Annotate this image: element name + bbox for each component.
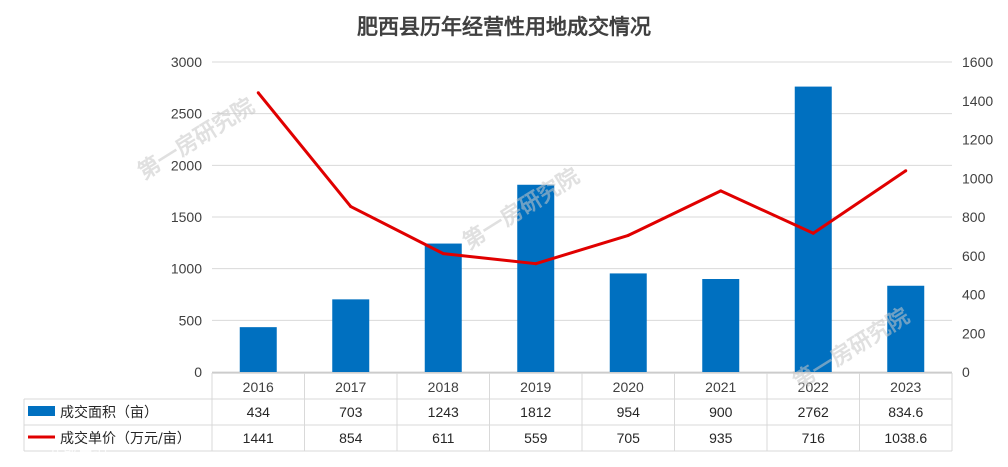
y-left-tick-label: 3000 xyxy=(171,54,202,70)
area-value-cell: 2762 xyxy=(798,404,829,420)
y-left-tick-label: 2500 xyxy=(171,106,202,122)
x-tick-label: 2018 xyxy=(428,379,459,395)
x-tick-label: 2016 xyxy=(243,379,274,395)
area-value-cell: 954 xyxy=(617,404,641,420)
price-point-2021 xyxy=(719,189,723,193)
y-right-tick-label: 0 xyxy=(962,364,970,380)
gridlines xyxy=(212,61,952,373)
chart-title: 肥西县历年经营性用地成交情况 xyxy=(357,15,651,39)
price-value-cell: 935 xyxy=(709,430,733,446)
area-value-cell: 703 xyxy=(339,404,363,420)
data-table: 2016 2017 2018 2019 2020 2021 2022 2023 成交面积（亩） 成… xyxy=(23,372,953,452)
bar-2021 xyxy=(702,279,740,372)
price-value-cell: 1441 xyxy=(243,430,274,446)
price-value-cell: 559 xyxy=(524,430,548,446)
bar-series xyxy=(239,86,925,373)
price-value-cell: 611 xyxy=(432,430,455,446)
x-tick-label: 2021 xyxy=(705,379,736,395)
y-right-tick-label: 1600 xyxy=(962,54,993,70)
y-right-tick-label: 1200 xyxy=(962,132,993,148)
legend-bar-swatch xyxy=(28,406,55,416)
y-right-tick-label: 200 xyxy=(962,325,986,341)
bar-2017 xyxy=(332,299,370,372)
legend-price-label: 成交单价（万元/亩） xyxy=(60,430,191,447)
x-tick-label: 2019 xyxy=(520,379,551,395)
bar-2023 xyxy=(887,285,925,372)
y-right-tick-label: 1400 xyxy=(962,93,993,109)
price-value-cell: 705 xyxy=(617,430,641,446)
area-value-cell: 900 xyxy=(709,404,733,420)
area-value-cell: 1243 xyxy=(428,404,459,420)
y-left-tick-label: 1500 xyxy=(171,209,202,225)
y-right-tick-label: 1000 xyxy=(962,170,993,186)
bar-2018 xyxy=(424,243,462,372)
x-tick-label: 2017 xyxy=(335,379,366,395)
y-left-tick-label: 2000 xyxy=(171,157,202,173)
y-right-tick-label: 400 xyxy=(962,287,986,303)
legend-area-label: 成交面积（亩） xyxy=(60,404,158,421)
area-value-cell: 1812 xyxy=(520,404,551,420)
bar-2016 xyxy=(239,327,277,372)
price-point-2019 xyxy=(534,262,538,266)
y-right-tick-label: 800 xyxy=(962,209,986,225)
price-value-cell: 854 xyxy=(339,430,363,446)
bar-2020 xyxy=(609,273,647,372)
corner-watermark: 八郎房说 xyxy=(48,445,108,463)
y-right-tick-label: 600 xyxy=(962,248,986,264)
price-point-2023 xyxy=(904,169,908,173)
price-value-cell: 716 xyxy=(802,430,826,446)
y-axis-left: 0 500 1000 1500 2000 2500 3000 xyxy=(171,54,202,380)
price-line xyxy=(257,91,907,266)
bar-2022 xyxy=(794,86,832,373)
price-point-2016 xyxy=(256,91,260,95)
area-value-cell: 834.6 xyxy=(888,404,923,420)
y-left-tick-label: 1000 xyxy=(171,261,202,277)
y-left-tick-label: 500 xyxy=(179,312,203,328)
y-axis-right: 0 200 400 600 800 1000 1200 1400 1600 xyxy=(962,54,993,380)
price-point-2020 xyxy=(626,233,630,237)
x-tick-label: 2022 xyxy=(798,379,829,395)
line-series xyxy=(256,91,908,266)
y-left-tick-label: 0 xyxy=(194,364,202,380)
x-tick-label: 2023 xyxy=(890,379,921,395)
area-value-cell: 434 xyxy=(247,404,271,420)
price-point-2017 xyxy=(349,205,353,209)
price-point-2018 xyxy=(441,252,445,256)
bar-2019 xyxy=(517,184,555,372)
price-point-2022 xyxy=(811,231,815,235)
price-value-cell: 1038.6 xyxy=(884,430,927,446)
x-tick-label: 2020 xyxy=(613,379,644,395)
